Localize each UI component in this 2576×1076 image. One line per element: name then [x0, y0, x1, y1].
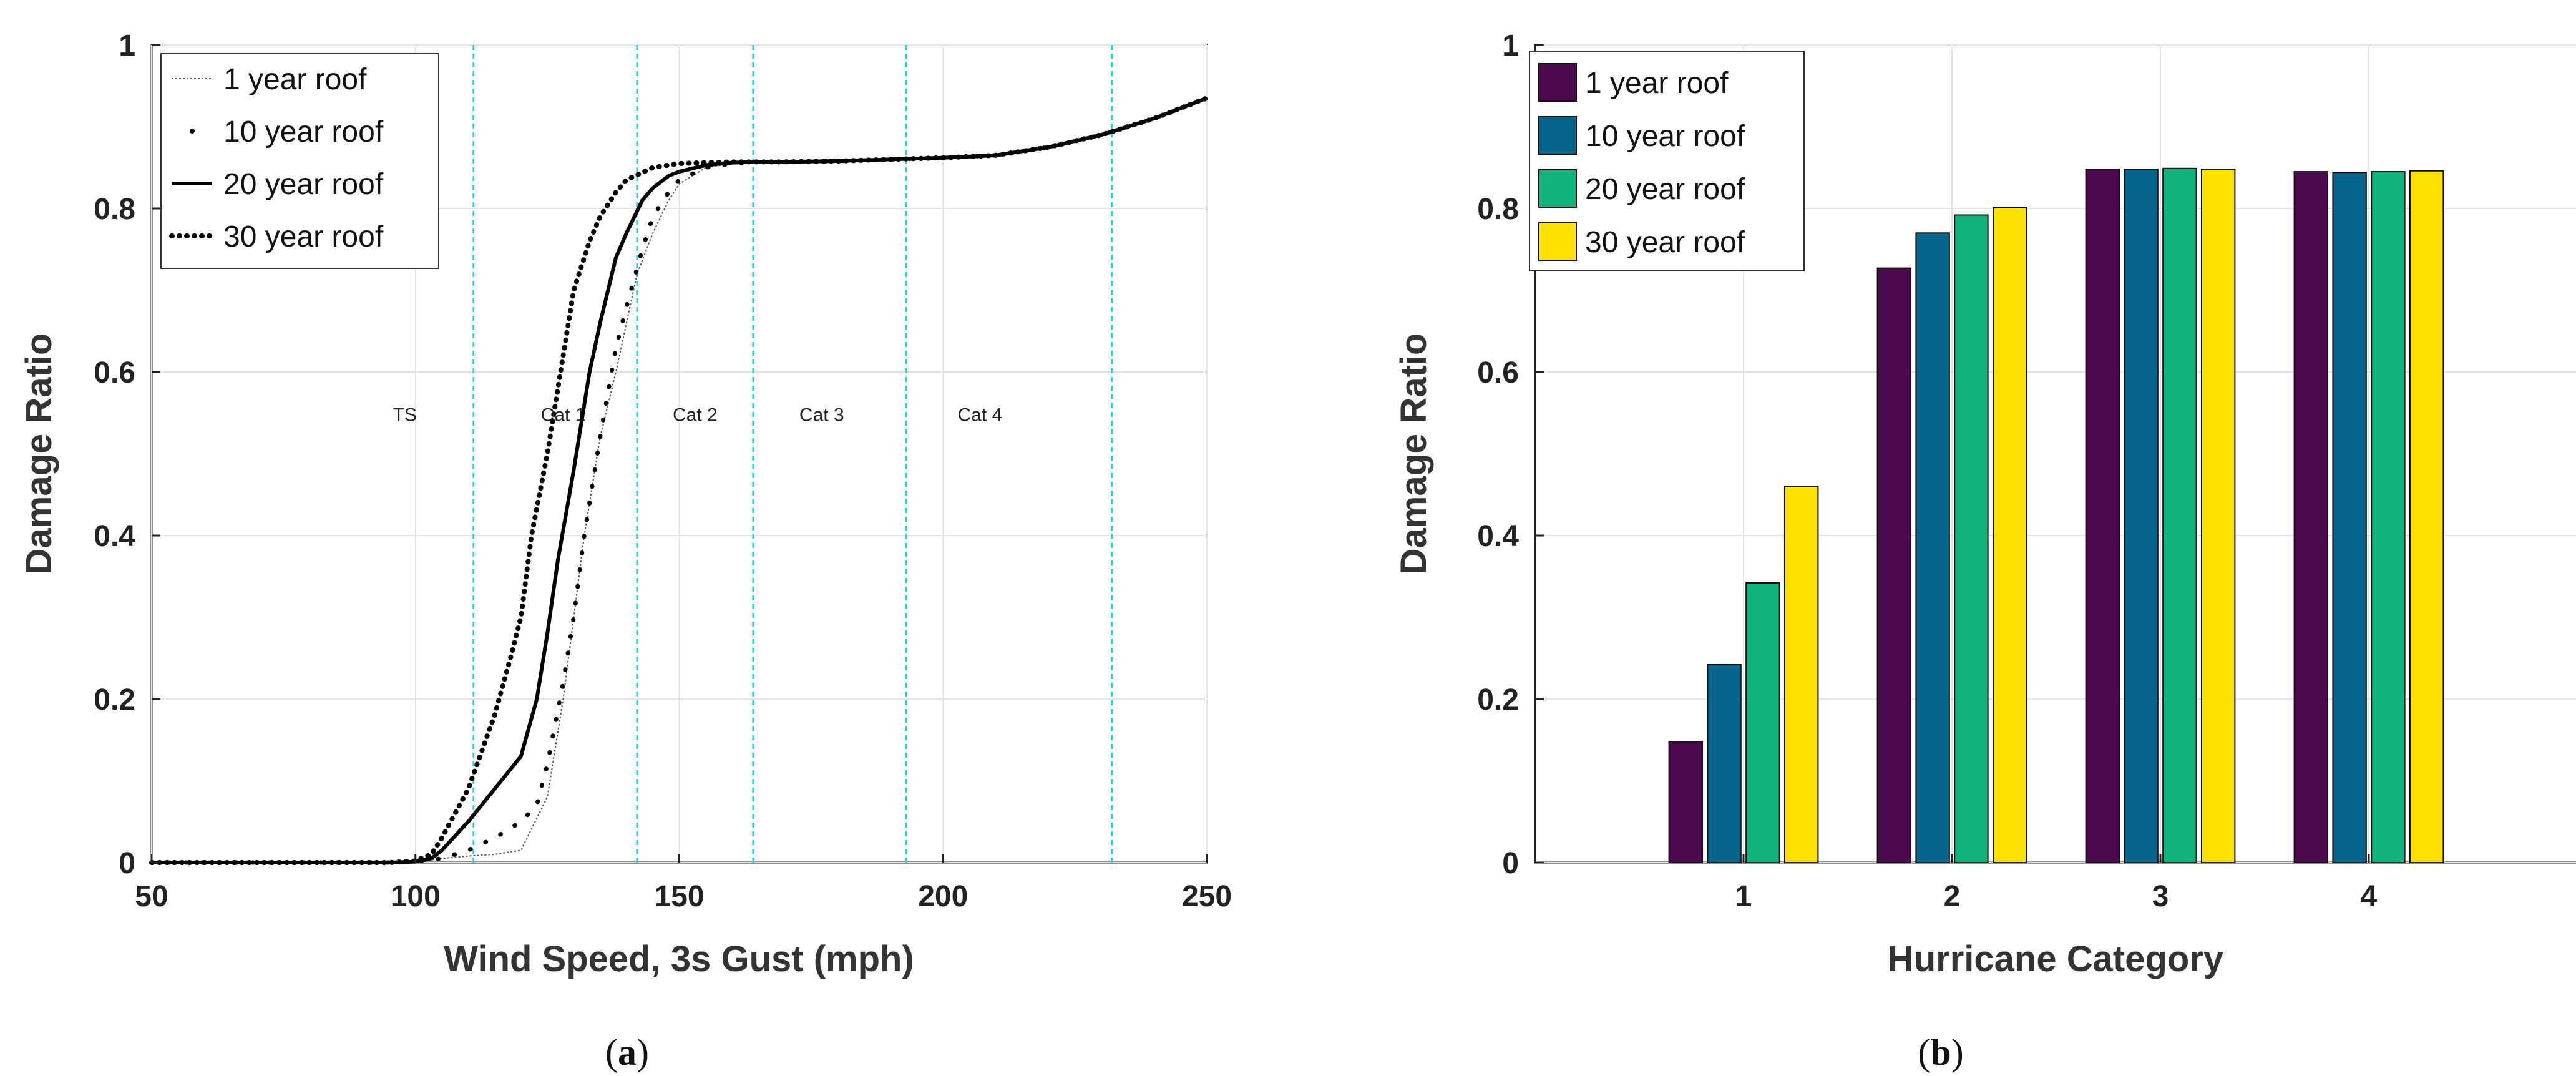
panel-b-legend-swatch [1538, 222, 1577, 261]
panel-b-y-tick-label: 0.6 [1477, 356, 1519, 389]
panel-b-legend-label: 20 year roof [1585, 173, 1745, 206]
panel-b-bar-cat2-series1 [1876, 267, 1912, 863]
panel-a-caption: (a) [605, 1032, 649, 1073]
panel-b-y-ticks: 0 0.2 0.4 0.6 0.8 1 [1477, 29, 1544, 880]
panel-b-bar-cat1-series1 [1668, 741, 1704, 863]
panel-b-legend-label: 30 year roof [1585, 226, 1745, 259]
panel-b-x-tick-label: 3 [2152, 880, 2169, 913]
panel-a-region-labels: TS Cat 1 Cat 2 Cat 3 Cat 4 [393, 405, 1003, 426]
panel-b-caption-letter: b [1930, 1032, 1951, 1073]
panel-a-y-tick-label: 0.8 [94, 193, 135, 226]
panel-b-y-tick-label: 0.2 [1477, 683, 1519, 717]
panel-b-legend: 1 year roof 10 year roof 20 year roof 30 ye… [1529, 51, 1805, 271]
panel-b-bar-cat2-series3 [1954, 214, 1989, 864]
panel-a-y-tick-label: 0.2 [94, 683, 135, 717]
panel-b-bar-cat3-series2 [2124, 169, 2159, 863]
panel-a-region-label: Cat 1 [541, 405, 586, 426]
panel-b-bar-cat3-series4 [2200, 169, 2236, 863]
panel-b-x-ticks: 1 2 3 4 [1735, 854, 2378, 913]
panel-a-series-line-4 [149, 95, 1209, 865]
panel-b-x-tick-label: 1 [1735, 880, 1752, 913]
panel-b-caption-open: ( [1918, 1032, 1930, 1073]
panel-a-y-ticks: 0 0.2 0.4 0.6 0.8 1 [94, 29, 160, 880]
panel-a-y-axis-label: Damage Ratio [19, 333, 59, 575]
panel-a-legend-swatch [190, 129, 195, 134]
panel-a-region-label: Cat 2 [673, 405, 718, 426]
panel-a-y-tick-label: 0.6 [94, 356, 135, 389]
panel-b-bar-cat1-series2 [1707, 663, 1742, 863]
panel-b-bar-cat4-series2 [2332, 172, 2367, 863]
panel-b-x-tick-label: 2 [1944, 880, 1961, 913]
panel-b-bar-cat3-series3 [2162, 167, 2197, 863]
panel-b-x-axis-label: Hurricane Category [1888, 939, 2223, 979]
panel-b-bars [1668, 167, 2444, 864]
panel-b-legend-swatch [1538, 63, 1577, 102]
panel-a-y-tick-label: 1 [119, 29, 135, 62]
panel-a-line-chart: TS Cat 1 Cat 2 Cat 3 Cat 4 50 100 150 200 250 00… [19, 29, 1232, 1073]
panel-a-legend: 1 year roof 10 year roof 20 year roof 30 ye… [160, 53, 439, 269]
panel-a-legend-label: 10 year roof [223, 115, 384, 149]
panel-b-caption: (b) [1918, 1032, 1963, 1073]
panel-a-x-axis-label: Wind Speed, 3s Gust (mph) [444, 939, 914, 979]
panel-a-legend-label: 30 year roof [223, 220, 384, 253]
panel-a-x-tick-label: 100 [391, 880, 441, 913]
panel-a-x-ticks: 50 100 150 200 250 [135, 854, 1232, 913]
panel-b-bar-chart: 1 2 3 4 0 0.2 0.4 0.6 0.8 1 1 year roof 10 year r… [1393, 29, 2576, 1073]
panel-b-bar-cat1-series4 [1783, 486, 1819, 863]
panel-a-legend-label: 20 year roof [223, 168, 384, 201]
panel-a-region-label: Cat 3 [799, 405, 844, 426]
panel-b-y-tick-label: 0.8 [1477, 193, 1519, 226]
panel-b-caption-close: ) [1951, 1032, 1964, 1073]
panel-b-y-tick-label: 1 [1502, 29, 1519, 62]
panel-b-y-axis-label: Damage Ratio [1393, 333, 1434, 575]
panel-b-bar-cat3-series1 [2085, 169, 2120, 863]
panel-a-legend-box [160, 53, 439, 269]
panel-a-x-tick-label: 250 [1182, 880, 1232, 913]
panel-b-bar-cat4-series3 [2371, 171, 2406, 863]
panel-b-bar-cat1-series3 [1745, 582, 1780, 863]
panel-b-bar-cat4-series1 [2293, 171, 2329, 863]
panel-b-legend-label: 1 year roof [1585, 67, 1729, 100]
panel-a-legend-label: 1 year roof [223, 63, 367, 96]
panel-a-y-tick-label: 0.4 [94, 520, 135, 553]
panel-b-legend-swatch [1538, 116, 1577, 155]
panel-b-x-tick-label: 4 [2361, 880, 2378, 913]
panel-a-x-tick-label: 200 [918, 880, 968, 913]
panel-a-y-tick-label: 0 [119, 847, 135, 880]
panel-a-series [149, 95, 1209, 865]
panel-a-x-tick-label: 50 [135, 880, 168, 913]
panel-a-caption-close: ) [637, 1032, 649, 1073]
panel-a-caption-open: ( [605, 1032, 618, 1073]
panel-b-legend-label: 10 year roof [1585, 120, 1745, 153]
panel-b-bar-cat4-series4 [2409, 170, 2444, 863]
panel-a-caption-letter: a [618, 1032, 637, 1073]
panel-b-y-tick-label: 0.4 [1477, 520, 1519, 553]
panel-b-legend-swatch [1538, 169, 1577, 208]
panel-b-y-tick-label: 0 [1502, 847, 1519, 880]
panel-a-region-label: Cat 4 [958, 405, 1003, 426]
panel-a-x-tick-label: 150 [654, 880, 704, 913]
panel-b-bar-cat2-series2 [1915, 232, 1950, 863]
panel-a-region-label: TS [393, 405, 417, 426]
panel-b-bar-cat2-series4 [1992, 207, 2027, 864]
